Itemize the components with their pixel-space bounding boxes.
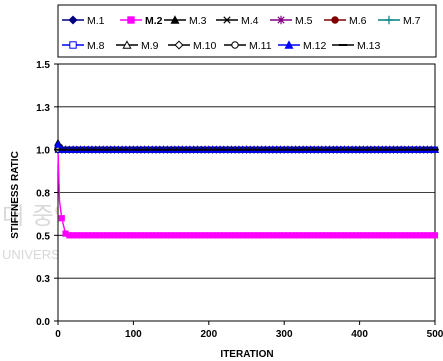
legend-item-m5: M.5 [270, 15, 313, 27]
legend-label: M.6 [349, 15, 367, 27]
legend-item-m2: M.2 [120, 15, 163, 27]
legend-marker-icon [122, 40, 132, 49]
legend-label: M.13 [357, 40, 381, 52]
y-axis-title: STIFFNESS RATIC [10, 151, 21, 239]
x-tick-label: 300 [276, 329, 293, 340]
legend: M.1 M.2 M.3 M.4 M.5 M.6 M.7 M.8 M.9 M.10 M.11 M.12 M… [57, 4, 437, 58]
legend-marker-icon [331, 16, 339, 24]
legend-item-m6: M.6 [324, 15, 367, 27]
data-point [431, 232, 439, 239]
legend-marker-icon [223, 16, 231, 24]
legend-label: M.1 [87, 15, 105, 27]
legend-marker-icon [277, 15, 285, 25]
legend-label: M.10 [193, 40, 217, 52]
legend-label: M.11 [249, 40, 272, 52]
legend-label: M.8 [87, 40, 105, 52]
x-axis: 0 100 200 300 400 500 [55, 321, 443, 340]
legend-item-m12: M.12 [278, 40, 327, 52]
x-tick-label: 0 [55, 329, 61, 340]
legend-item-m9: M.9 [116, 40, 159, 52]
y-tick-label: 0.3 [36, 274, 50, 285]
legend-marker-icon [174, 40, 184, 50]
legend-box [57, 4, 437, 58]
series-layer [54, 138, 439, 239]
y-axis: 0.0 0.3 0.5 0.8 1.0 1.3 1.5 [36, 60, 58, 328]
legend-label: M.2 [145, 15, 163, 27]
legend-marker-icon [127, 16, 135, 24]
legend-marker-icon [69, 41, 77, 49]
y-tick-label: 1.3 [36, 103, 50, 114]
legend-marker-icon [231, 41, 239, 49]
x-tick-label: 500 [427, 329, 443, 340]
legend-marker-icon [284, 40, 294, 49]
legend-item-m1: M.1 [62, 15, 105, 27]
legend-item-m7: M.7 [378, 15, 421, 27]
legend-marker-icon [384, 15, 394, 25]
legend-item-m3: M.3 [164, 15, 207, 27]
y-tick-label: 0.5 [36, 231, 50, 242]
x-tick-label: 200 [200, 329, 217, 340]
legend-label: M.3 [189, 15, 207, 27]
legend-marker-icon [170, 15, 180, 24]
legend-item-m13: M.13 [332, 40, 381, 52]
legend-label: M.5 [295, 15, 313, 27]
legend-label: M.12 [303, 40, 327, 52]
legend-item-m10: M.10 [168, 40, 217, 52]
x-tick-label: 400 [351, 329, 368, 340]
y-tick-label: 0.8 [36, 189, 50, 200]
legend-label: M.7 [403, 15, 421, 27]
data-point [58, 215, 65, 222]
legend-item-m8: M.8 [62, 40, 105, 52]
y-tick-label: 0.0 [36, 317, 50, 328]
legend-marker-icon [68, 15, 78, 25]
series-m2 [54, 146, 439, 239]
legend-item-m4: M.4 [216, 15, 259, 27]
y-tick-label: 1.5 [36, 60, 50, 71]
legend-label: M.9 [141, 40, 159, 52]
x-tick-label: 100 [125, 329, 142, 340]
x-axis-title: ITERATION [220, 349, 273, 360]
legend-item-m11: M.11 [224, 40, 272, 52]
data-point [54, 140, 62, 148]
y-tick-label: 1.0 [36, 146, 50, 157]
legend-label: M.4 [241, 15, 259, 27]
